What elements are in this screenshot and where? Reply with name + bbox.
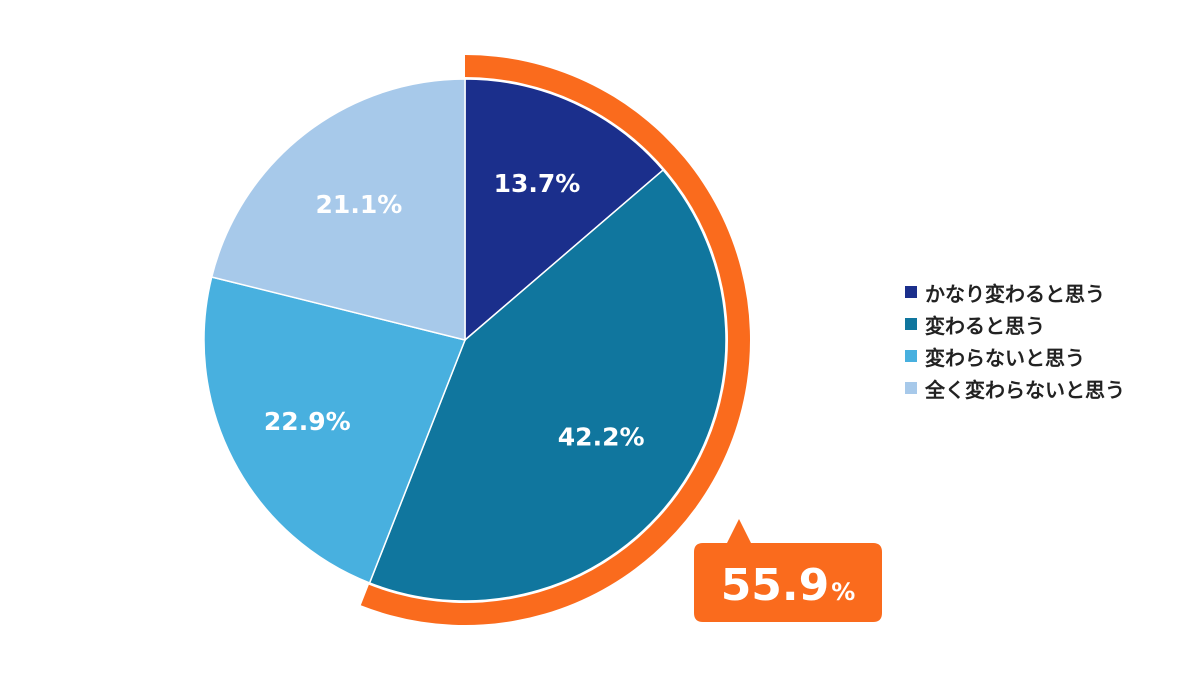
- pie-slice-1: [464, 78, 665, 342]
- pie-slice-4: [210, 78, 466, 341]
- legend-item-4: 全く変わらないと思う: [905, 372, 1125, 404]
- slice-label-1: 13.7%: [494, 169, 581, 198]
- pie-slice-2: [368, 168, 727, 602]
- legend-swatch: [905, 286, 917, 298]
- pie-slices: [203, 78, 727, 602]
- legend-swatch: [905, 318, 917, 330]
- legend-label: 変わらないと思う: [925, 345, 1085, 370]
- legend-label: かなり変わると思う: [925, 281, 1105, 306]
- legend: かなり変わると思う 変わると思う変わらないと思う全く変わらないと思う: [905, 276, 1125, 404]
- callout-value: 55.9%: [721, 560, 856, 611]
- legend-label: 全く変わらないと思う: [925, 377, 1125, 402]
- highlight-callout: 55.9%: [694, 519, 882, 622]
- callout-box: [694, 519, 882, 622]
- legend-item-1: かなり変わると思う: [905, 276, 1125, 308]
- legend-swatch: [905, 382, 917, 394]
- legend-swatch: [905, 350, 917, 362]
- slice-label-4: 21.1%: [316, 190, 403, 219]
- slice-label-2: 42.2%: [558, 422, 645, 451]
- legend-item-2: 変わると思う: [905, 308, 1125, 340]
- slice-labels: 13.7% 42.2% 22.9% 21.1%: [264, 169, 645, 451]
- pie-slice-3: [203, 276, 467, 584]
- slice-label-3: 22.9%: [264, 407, 351, 436]
- legend-item-3: 変わらないと思う: [905, 340, 1125, 372]
- legend-label: 変わると思う: [925, 313, 1045, 338]
